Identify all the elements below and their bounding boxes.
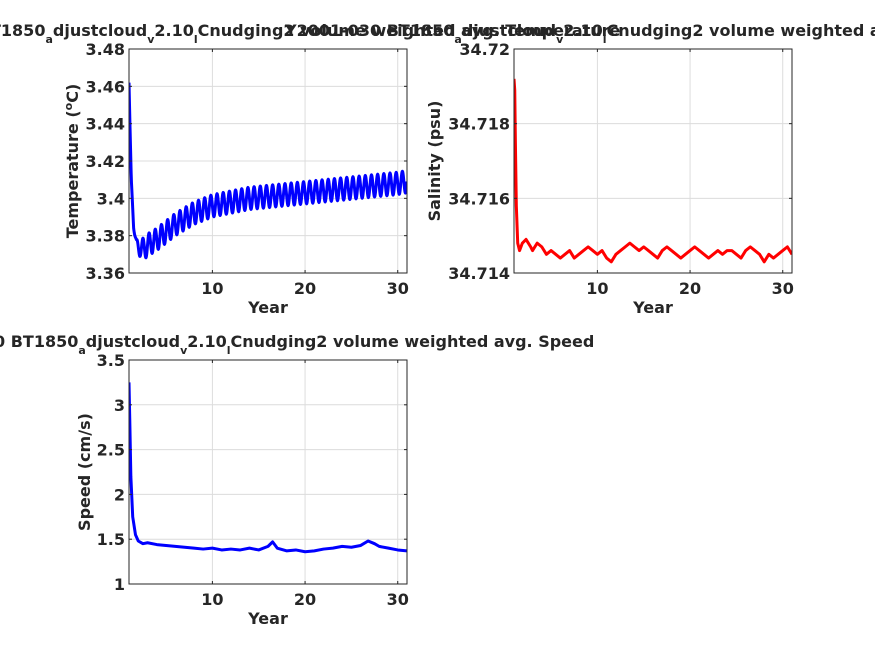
chart-title-part: djustcloud	[86, 332, 180, 351]
y-axis-label-part: o	[62, 102, 75, 110]
chart-title-part: Y2001-030 BT1850	[284, 21, 454, 40]
x-tick-label: 10	[586, 279, 608, 298]
y-axis-label-part: Temperature (	[63, 110, 82, 238]
series-line	[514, 78, 792, 264]
chart-title-part: l	[194, 33, 198, 46]
chart-title-part: a	[78, 344, 85, 357]
chart-title: 0 BT1850adjustcloudv2.10lCnudging2 volum…	[0, 332, 594, 357]
x-axis-label: Year	[632, 298, 673, 317]
y-axis-label-part: C)	[63, 84, 82, 103]
x-tick-label: 30	[387, 590, 409, 609]
chart-title-part: Cnudging2 volume weighted avg. Temperatu…	[198, 21, 621, 40]
y-tick-label: 34.718	[448, 115, 510, 134]
x-axis-label: Year	[247, 298, 288, 317]
chart-title-part: djustcloud	[462, 21, 556, 40]
x-tick-label: 20	[679, 279, 701, 298]
chart-title-part: 0 BT1850	[0, 332, 78, 351]
y-tick-label: 1	[114, 575, 125, 594]
chart-title-part: a	[45, 33, 52, 46]
chart-title-part: v	[180, 344, 188, 357]
chart-title: T1850adjustcloudv2.10lCnudging2 volume w…	[0, 21, 621, 46]
chart-title-part: 2.10	[187, 332, 226, 351]
chart-title-part: 2.10	[563, 21, 602, 40]
y-tick-label: 3.42	[86, 152, 125, 171]
x-tick-label: 10	[201, 279, 223, 298]
y-tick-label: 34.714	[448, 264, 510, 283]
y-tick-label: 3	[114, 396, 125, 415]
y-tick-label: 2	[114, 485, 125, 504]
chart-title-part: T1850	[0, 21, 45, 40]
y-tick-label: 3.4	[97, 189, 125, 208]
chart-title-part: Cnudging2 volume weighted avg. Speed	[231, 332, 595, 351]
y-tick-label: 3.44	[86, 115, 125, 134]
y-tick-label: 3.36	[86, 264, 125, 283]
y-tick-label: 3.46	[86, 77, 125, 96]
x-axis-label: Year	[247, 609, 288, 628]
chart-panels: 10 20 30 3.36 3.38 3.4 3.42 3.44 3.46 3.48 Year Tem…	[0, 21, 875, 628]
axes-box	[128, 359, 408, 585]
y-tick-label: 1.5	[97, 530, 125, 549]
axes-box	[513, 48, 793, 274]
chart-title: Y2001-030 BT1850adjustcloudv2.10lCnudgin…	[284, 21, 875, 46]
y-tick-label: 34.72	[459, 40, 510, 59]
y-tick-label: 34.716	[448, 189, 510, 208]
plot-area	[129, 360, 407, 584]
series-line	[129, 82, 407, 260]
chart-title-part: l	[603, 33, 607, 46]
chart-title-part: 2.10	[154, 21, 193, 40]
chart-title-part: l	[227, 344, 231, 357]
chart-title-part: djustcloud	[53, 21, 147, 40]
y-tick-label: 3.48	[86, 40, 125, 59]
chart-panel-1: 10 20 30 3.36 3.38 3.4 3.42 3.44 3.46 3.48 Year Tem…	[0, 21, 621, 317]
chart-title-part: a	[454, 33, 461, 46]
x-tick-label: 30	[772, 279, 794, 298]
chart-panel-2: 10 20 30 34.714 34.716 34.718 34.72 Year Salinit…	[284, 21, 875, 317]
y-tick-label: 3.5	[97, 351, 125, 370]
x-tick-label: 20	[294, 279, 316, 298]
plot-area	[514, 49, 792, 273]
y-axis-label: Speed (cm/s)	[75, 413, 94, 531]
y-axis-label: Salinity (psu)	[425, 101, 444, 222]
y-tick-label: 3.38	[86, 227, 125, 246]
x-tick-label: 20	[294, 590, 316, 609]
chart-panel-3: 10 20 30 1 1.5 2 2.5 3 3.5 Year Speed (cm/s) 0 BT18…	[0, 332, 594, 628]
y-axis-label: Temperature (oC)	[62, 84, 83, 239]
y-tick-label: 2.5	[97, 441, 125, 460]
chart-title-part: v	[147, 33, 155, 46]
chart-title-part: Cnudging2 volume weighted avg. Salinity	[607, 21, 875, 40]
x-tick-label: 30	[387, 279, 409, 298]
x-tick-label: 10	[201, 590, 223, 609]
chart-title-part: v	[556, 33, 564, 46]
series-line	[129, 382, 407, 554]
